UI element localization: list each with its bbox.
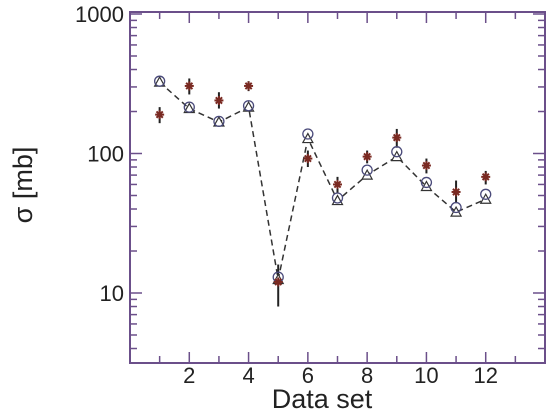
circle-marker <box>420 176 433 189</box>
dashed-line-layer <box>159 81 486 280</box>
star-stroke <box>392 133 401 142</box>
star-stroke <box>185 82 194 90</box>
star-marker <box>362 152 372 162</box>
star-stroke <box>155 110 164 119</box>
star-stroke <box>422 161 431 170</box>
star-stroke <box>333 180 342 189</box>
circle-marker <box>302 128 314 140</box>
star-marker <box>155 110 165 120</box>
star-marker <box>451 187 461 197</box>
circle-marker <box>480 188 492 200</box>
star-stroke <box>244 82 253 90</box>
y-tick-label: 1000 <box>75 2 124 27</box>
x-axis-label: Data set <box>272 384 373 414</box>
triangle-marker <box>420 180 433 192</box>
triangle-marker-layer <box>153 75 492 285</box>
circle-marker <box>183 101 195 113</box>
star-marker <box>184 81 194 91</box>
x-tick-label: 6 <box>302 363 314 388</box>
x-tick-label: 2 <box>183 363 195 388</box>
star-stroke <box>274 278 283 286</box>
star-marker <box>244 81 254 91</box>
series-dashed-line <box>159 81 486 280</box>
circle-marker <box>242 100 255 112</box>
y-tick-label: 10 <box>100 281 124 306</box>
circle-marker <box>391 146 403 158</box>
x-tick-label: 10 <box>414 363 438 388</box>
circle-marker <box>450 201 462 214</box>
star-marker <box>273 277 283 287</box>
error-bar-layer <box>158 78 487 307</box>
x-tick-label: 12 <box>473 363 497 388</box>
x-tick-label: 8 <box>361 363 373 388</box>
axis-ticks <box>130 12 545 363</box>
x-tick-label: 4 <box>242 363 254 388</box>
y-tick-label: 100 <box>87 142 124 167</box>
circle-marker <box>361 164 373 176</box>
star-marker <box>303 154 313 164</box>
star-marker <box>392 133 402 143</box>
star-marker <box>333 179 342 189</box>
star-stroke <box>304 154 312 163</box>
star-stroke <box>481 173 490 181</box>
star-marker <box>214 95 224 105</box>
circle-marker <box>331 192 344 204</box>
circle-marker-layer <box>153 75 492 283</box>
circle-marker <box>213 115 225 128</box>
tick-label-layer: 2 4 6 8 10 12 10 100 1000 <box>75 2 498 388</box>
y-axis-label: σ [mb] <box>8 147 38 224</box>
star-stroke <box>215 96 223 105</box>
star-stroke <box>363 152 371 161</box>
star-marker <box>421 161 431 171</box>
star-stroke <box>452 188 460 196</box>
circle-marker <box>153 75 166 87</box>
star-marker <box>481 172 491 182</box>
star-marker-layer <box>155 81 491 287</box>
